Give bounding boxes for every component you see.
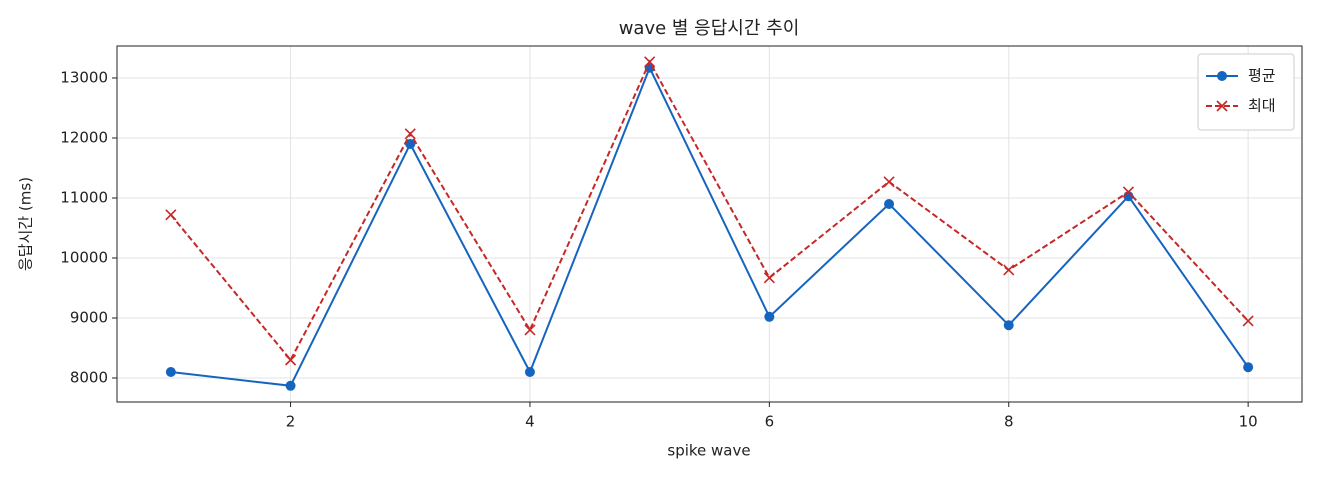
marker [1003,320,1014,331]
marker [1003,264,1015,276]
marker [284,354,297,366]
legend-label: 최대 [1248,97,1276,115]
marker [524,366,535,377]
legend-label: 평균 [1248,67,1276,85]
plot-frame [116,45,1303,403]
marker [405,138,416,149]
marker [644,56,656,68]
marker [1242,315,1254,327]
marker [884,198,895,209]
marker [763,272,775,284]
x-tick-label: 4 [525,413,535,431]
y-tick-label: 8000 [70,368,108,386]
marker [524,324,536,336]
legend-marker [1217,71,1227,81]
marker [883,176,895,188]
marker [1122,186,1135,198]
marker [165,366,176,377]
series-line [170,65,1249,387]
series-line [170,59,1249,362]
marker [764,311,775,322]
y-tick-label: 10000 [60,248,108,266]
x-tick-label: 8 [1004,413,1014,431]
y-tick-label: 11000 [60,188,108,206]
marker [285,380,296,391]
y-tick-label: 9000 [70,308,108,326]
legend-box [1197,53,1295,131]
marker [404,128,416,140]
y-axis-label: 응답시간 (ms) [17,177,35,271]
x-tick-label: 10 [1239,413,1258,431]
legend-marker [1216,100,1228,112]
x-tick-label: 2 [286,413,296,431]
marker [165,209,177,221]
marker [1243,362,1254,373]
x-tick-label: 6 [765,413,775,431]
x-axis-label: spike wave [667,442,750,460]
chart-title: wave 별 응답시간 추이 [619,18,800,39]
y-tick-label: 13000 [60,68,108,86]
y-tick-label: 12000 [60,128,108,146]
